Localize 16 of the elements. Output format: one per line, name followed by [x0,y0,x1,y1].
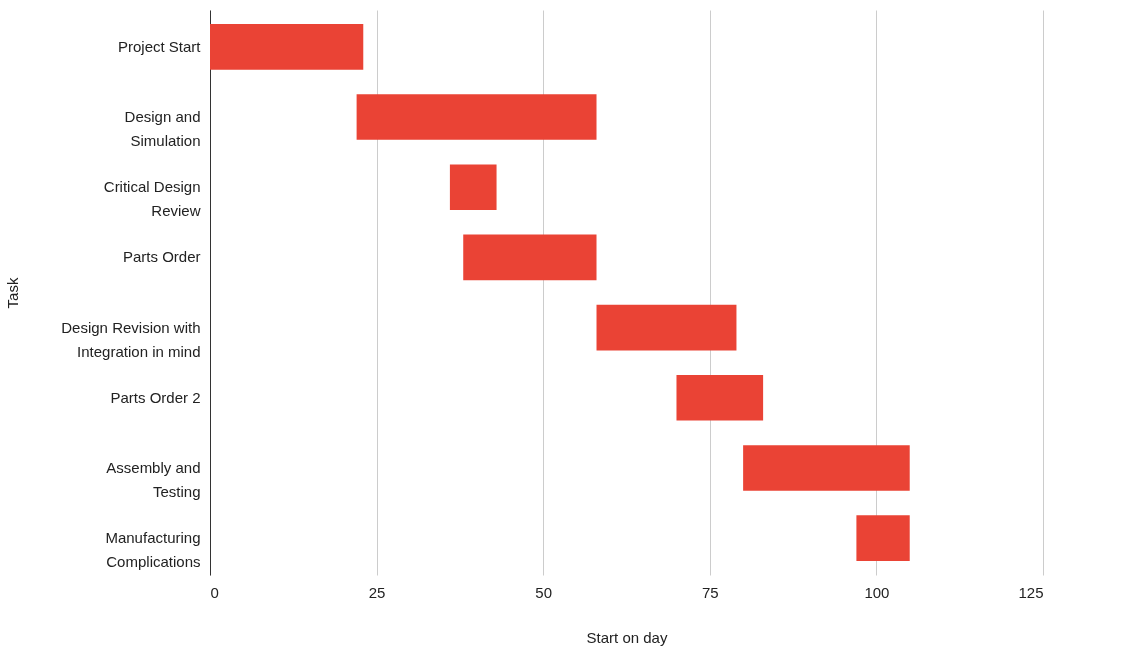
y-axis-title: Task [4,277,22,309]
y-tick-label: Design and Simulation [124,108,201,150]
y-tick-label: Critical Design Review [103,178,201,220]
y-tick-label: Assembly and Testing [106,458,201,500]
x-tick-label: 50 [535,583,553,601]
x-axis-title: Start on day [586,628,668,646]
y-tick-label: Manufacturing Complications [105,529,201,571]
y-tick-label: Parts Order 2 [110,388,201,406]
y-tick-label: Parts Order [122,248,201,266]
x-tick-label: 25 [368,583,386,601]
x-tick-label: 125 [1018,583,1044,601]
x-tick-label: 0 [210,583,219,601]
x-tick-label: 100 [864,583,890,601]
y-tick-label: Design Revision with Integration in mind [61,318,201,360]
y-tick-label: Project Start [117,37,202,55]
x-tick-label: 75 [701,583,719,601]
